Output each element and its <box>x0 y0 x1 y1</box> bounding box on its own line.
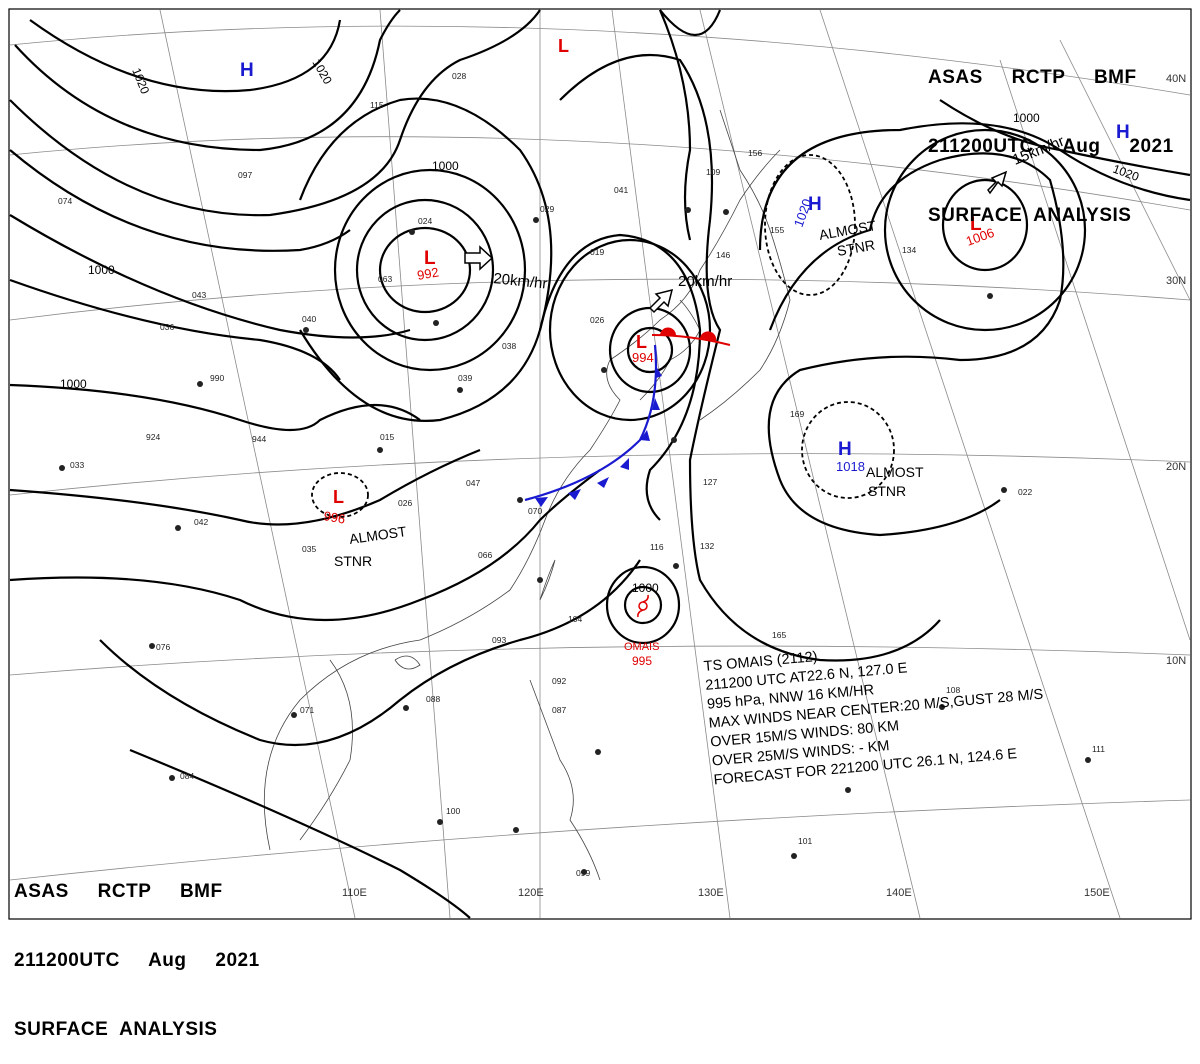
station-value: 116 <box>650 542 664 552</box>
station-value: 084 <box>180 771 194 781</box>
lat-label-20n: 20N <box>1166 461 1186 473</box>
station-value: 924 <box>146 432 160 442</box>
station-value: 040 <box>302 314 316 324</box>
chart-footer: ASAS RCTP BMF 211200UTC Aug 2021 SURFACE… <box>14 834 260 1064</box>
station-value: 043 <box>192 290 206 300</box>
low-center-icon: L <box>636 332 647 352</box>
station-value: 100 <box>446 806 460 816</box>
station-value: 063 <box>378 274 392 284</box>
station-value: 076 <box>156 642 170 652</box>
station-value: 041 <box>614 185 628 195</box>
station-value: 070 <box>528 506 542 516</box>
station-value: 022 <box>1018 487 1032 497</box>
footer-line-2: 211200UTC Aug 2021 <box>14 949 260 972</box>
storm-name: OMAIS <box>624 641 659 653</box>
station-value: 026 <box>398 498 412 508</box>
station-value: 132 <box>700 541 714 551</box>
station-value: 093 <box>492 635 506 645</box>
storm-isobar-label: 1000 <box>632 581 659 595</box>
station-value: 026 <box>590 315 604 325</box>
lon-label-120e: 120E <box>518 887 544 899</box>
station-value: 087 <box>552 705 566 715</box>
station-value: 036 <box>160 322 174 332</box>
station-value: 035 <box>302 544 316 554</box>
station-value: 042 <box>194 517 208 527</box>
header-line-1: ASAS RCTP BMF <box>928 66 1174 89</box>
station-value: 024 <box>418 216 432 226</box>
high-center-icon: H <box>240 60 254 81</box>
station-value: 033 <box>70 460 84 470</box>
station-value: 047 <box>466 478 480 488</box>
station-value: 019 <box>590 247 604 257</box>
stationary-label: STNR <box>334 553 372 569</box>
pressure-value: 1018 <box>836 459 865 474</box>
lat-label-10n: 10N <box>1166 655 1186 667</box>
station-value: 074 <box>58 196 72 206</box>
lon-label-150e: 150E <box>1084 887 1110 899</box>
stationary-label: STNR <box>868 483 906 499</box>
storm-pressure: 995 <box>632 654 652 668</box>
station-value: 028 <box>452 71 466 81</box>
station-value: 029 <box>540 204 554 214</box>
isobar-label: 1000 <box>60 377 87 391</box>
lon-label-140e: 140E <box>886 887 912 899</box>
stationary-label: ALMOST <box>866 464 924 480</box>
low-center-icon: L <box>558 36 569 56</box>
footer-line-1: ASAS RCTP BMF <box>14 880 260 903</box>
station-value: 944 <box>252 434 266 444</box>
station-value: 134 <box>902 245 916 255</box>
station-value: 088 <box>426 694 440 704</box>
isobar-label: 1000 <box>88 263 115 277</box>
station-value: 092 <box>552 676 566 686</box>
station-value: 104 <box>568 614 582 624</box>
pressure-value: 994 <box>632 350 654 365</box>
station-value: 015 <box>380 432 394 442</box>
station-value: 039 <box>458 373 472 383</box>
header-line-2: 211200UTC Aug 2021 <box>928 135 1174 158</box>
lat-label-30n: 30N <box>1166 275 1186 287</box>
station-value: 165 <box>772 630 786 640</box>
station-value: 109 <box>706 167 720 177</box>
low-center-icon: L <box>333 487 344 507</box>
station-value: 111 <box>1092 744 1105 754</box>
station-value: 127 <box>703 477 717 487</box>
station-value: 066 <box>478 550 492 560</box>
motion-label: 20km/hr <box>678 273 732 290</box>
isobar-label: 1000 <box>432 159 459 173</box>
station-value: 115 <box>370 100 384 110</box>
station-value: 990 <box>210 373 224 383</box>
lon-label-110e: 110E <box>342 887 367 899</box>
footer-line-3: SURFACE ANALYSIS <box>14 1018 260 1041</box>
high-center-icon: H <box>838 439 852 460</box>
station-value: 156 <box>748 148 762 158</box>
station-value: 169 <box>790 409 804 419</box>
station-value: 101 <box>798 836 812 846</box>
station-value: 155 <box>770 225 784 235</box>
chart-header: ASAS RCTP BMF 211200UTC Aug 2021 SURFACE… <box>928 20 1174 250</box>
station-value: 097 <box>238 170 252 180</box>
station-value: 146 <box>716 250 730 260</box>
lon-label-130e: 130E <box>698 887 724 899</box>
header-line-3: SURFACE ANALYSIS <box>928 204 1174 227</box>
station-value: 038 <box>502 341 516 351</box>
station-value: 071 <box>300 705 314 715</box>
